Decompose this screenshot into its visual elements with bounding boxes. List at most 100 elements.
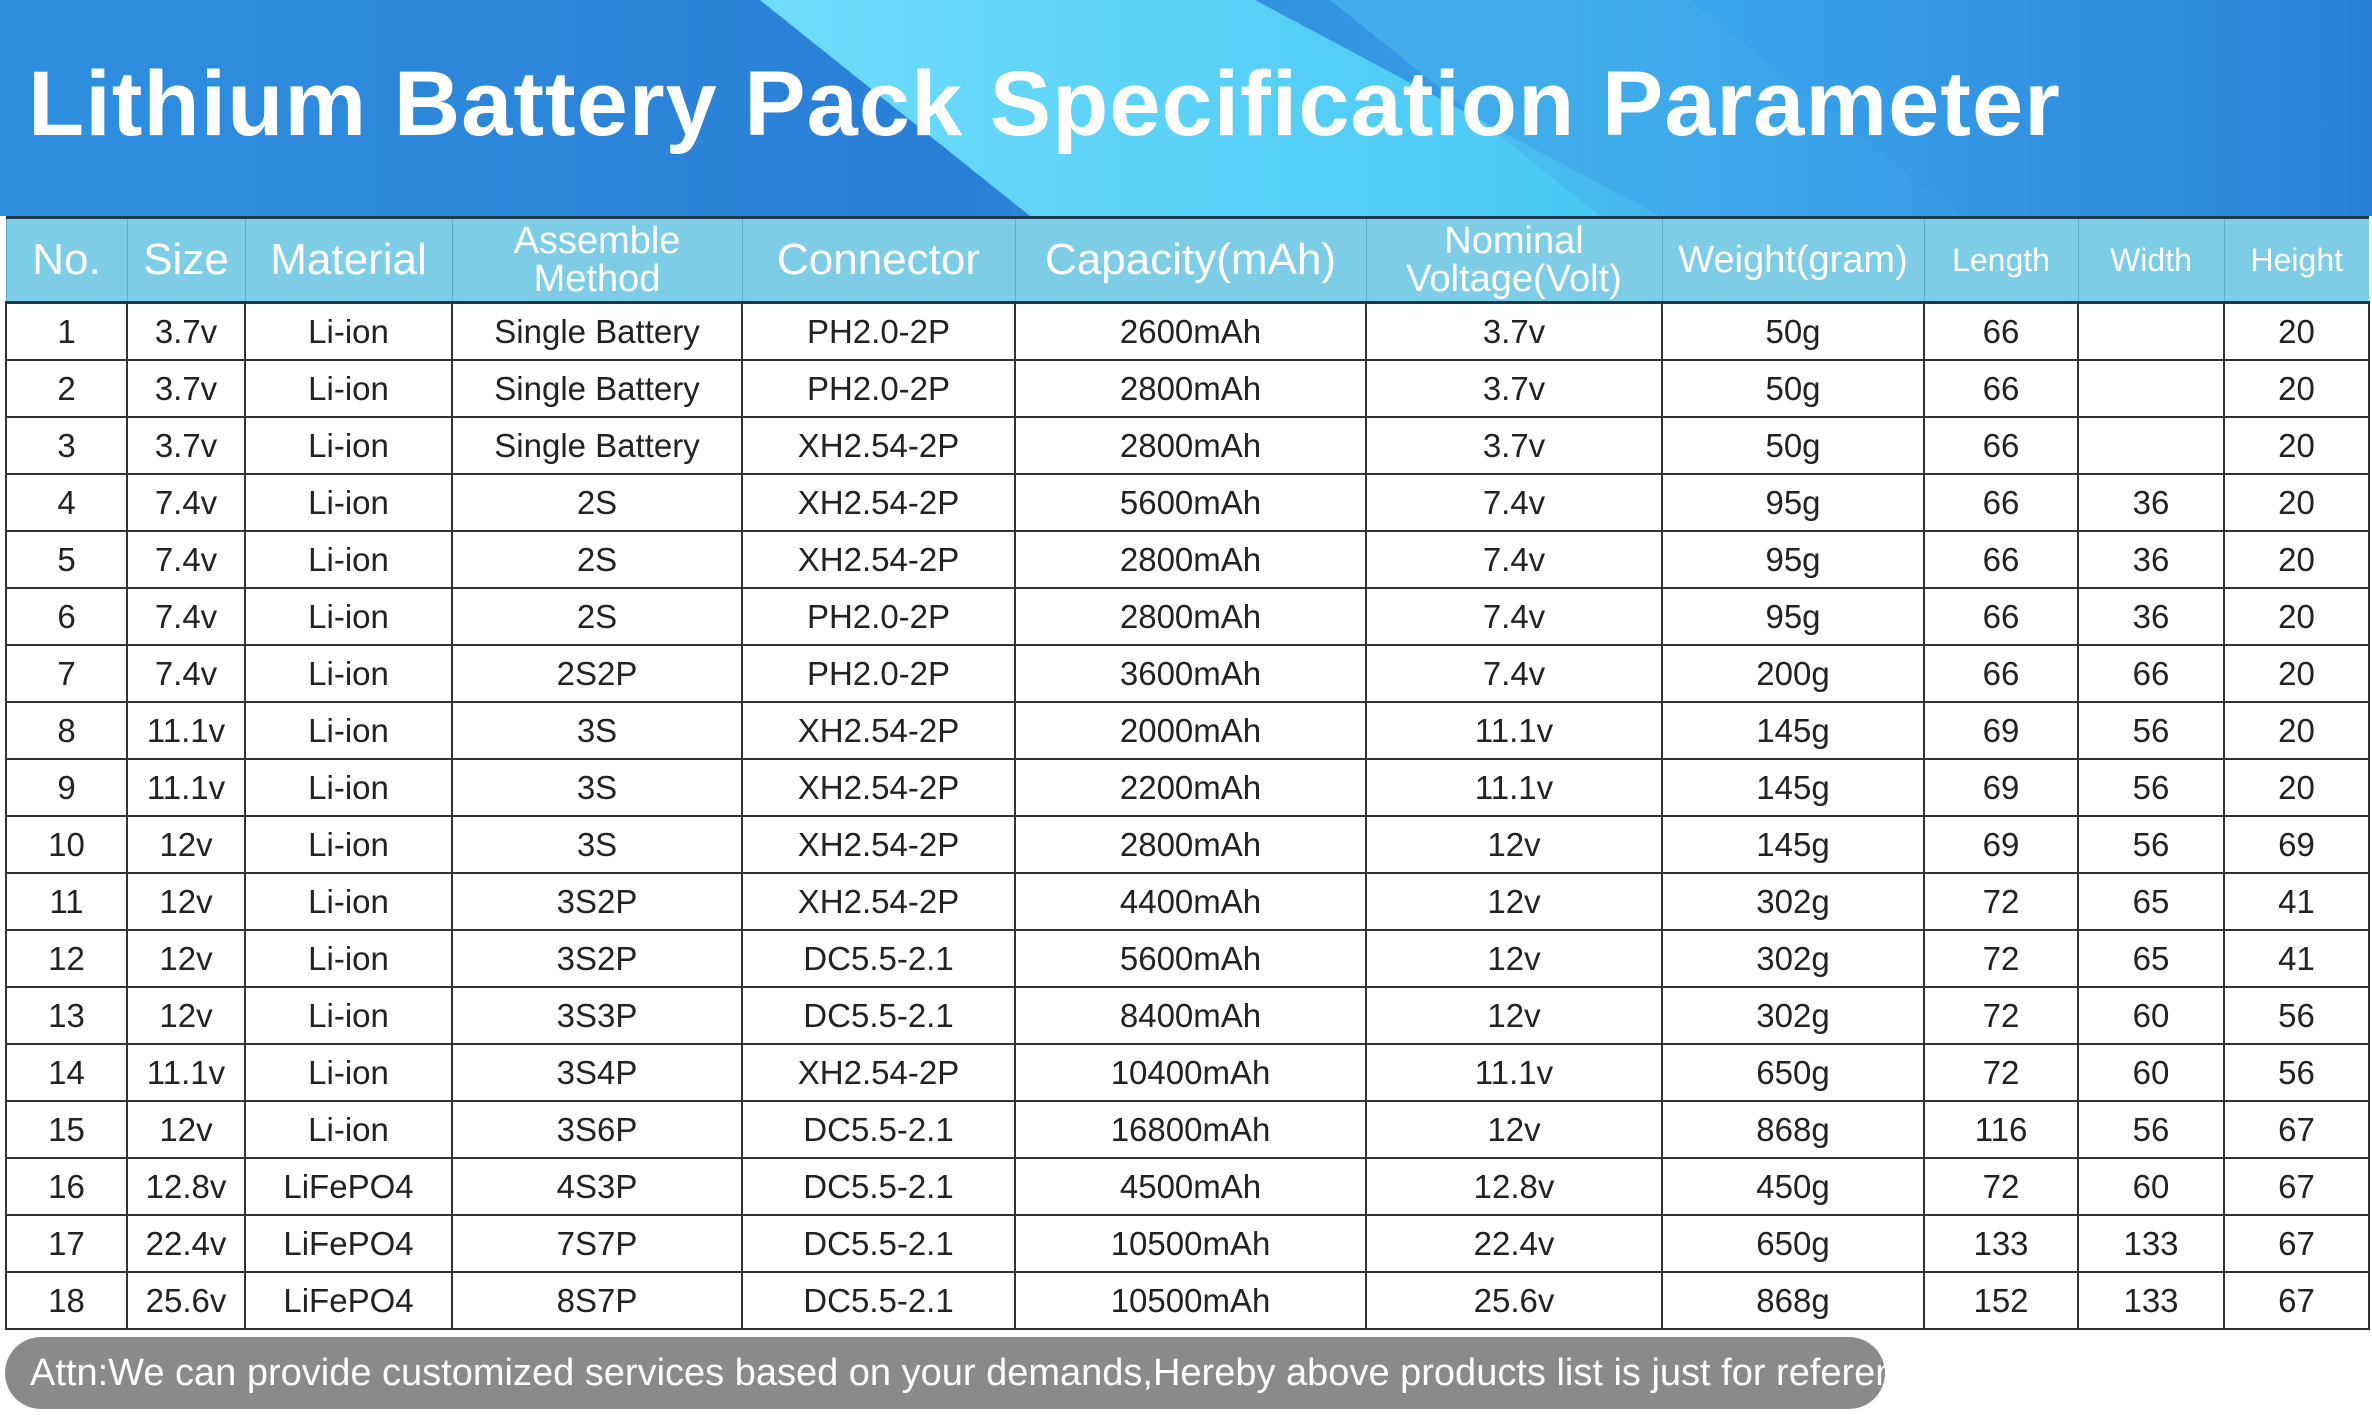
table-row: 3 3.7v Li-ion Single Battery XH2.54-2P 2800mA… <box>5 416 2370 475</box>
table-cell: Li-ion <box>244 473 453 532</box>
table-row: 14 11.1v Li-ion 3S4P XH2.54-2P 10400mAh 11.1v 6… <box>5 1043 2370 1102</box>
table-cell: 66 <box>1923 473 2079 532</box>
table-cell: 12v <box>1365 872 1663 931</box>
table-cell: Li-ion <box>244 872 453 931</box>
table-cell: 69 <box>1923 758 2079 817</box>
table-cell: 133 <box>1923 1214 2079 1273</box>
table-cell: 145g <box>1661 815 1925 874</box>
table-cell: 66 <box>1923 530 2079 589</box>
table-cell: 66 <box>1923 301 2079 361</box>
table-cell: XH2.54-2P <box>741 473 1016 532</box>
table-cell: 95g <box>1661 587 1925 646</box>
table-cell: Li-ion <box>244 1043 453 1102</box>
table-cell: 66 <box>1923 587 2079 646</box>
table-cell: 20 <box>2223 644 2370 703</box>
table-cell: 56 <box>2077 1100 2225 1159</box>
page-title: Lithium Battery Pack Specification Param… <box>28 53 2061 155</box>
table-cell: 302g <box>1661 872 1925 931</box>
table-cell: XH2.54-2P <box>741 416 1016 475</box>
table-cell: 8S7P <box>451 1271 743 1330</box>
table-row: 8 11.1v Li-ion 3S XH2.54-2P 2000mAh 11.1v 145g 6… <box>5 701 2370 760</box>
table-cell: 41 <box>2223 929 2370 988</box>
table-cell: Li-ion <box>244 359 453 418</box>
table-cell: Li-ion <box>244 986 453 1045</box>
table-cell: 145g <box>1661 758 1925 817</box>
table-cell: 868g <box>1661 1271 1925 1330</box>
table-cell: 5600mAh <box>1014 473 1367 532</box>
table-cell: Single Battery <box>451 416 743 475</box>
table-cell: 2800mAh <box>1014 815 1367 874</box>
table-cell: 66 <box>1923 644 2079 703</box>
table-cell: 3.7v <box>1365 301 1663 361</box>
table-cell: 10500mAh <box>1014 1271 1367 1330</box>
table-cell: 12.8v <box>1365 1157 1663 1216</box>
table-cell: Li-ion <box>244 701 453 760</box>
table-cell: 3S <box>451 758 743 817</box>
table-cell <box>2077 359 2225 418</box>
table-cell: 60 <box>2077 986 2225 1045</box>
table-cell: XH2.54-2P <box>741 758 1016 817</box>
table-cell: 12v <box>126 929 246 988</box>
table-cell: 65 <box>2077 929 2225 988</box>
table-cell: 20 <box>2223 587 2370 646</box>
table-cell: 2S <box>451 473 743 532</box>
table-cell: 13 <box>5 986 128 1045</box>
table-cell: 2S <box>451 530 743 589</box>
table-cell: 12v <box>126 872 246 931</box>
table-cell: 6 <box>5 587 128 646</box>
table-cell: Li-ion <box>244 758 453 817</box>
table-cell: 20 <box>2223 359 2370 418</box>
table-cell: 16800mAh <box>1014 1100 1367 1159</box>
table-cell: 200g <box>1661 644 1925 703</box>
table-row: 11 12v Li-ion 3S2P XH2.54-2P 4400mAh 12v 302g 72… <box>5 872 2370 931</box>
title-banner: Lithium Battery Pack Specification Param… <box>0 0 2372 216</box>
table-cell: 7.4v <box>126 473 246 532</box>
table-cell: 22.4v <box>126 1214 246 1273</box>
table-cell: 12 <box>5 929 128 988</box>
table-cell: 3.7v <box>126 301 246 361</box>
table-cell: 16 <box>5 1157 128 1216</box>
table-cell: 20 <box>2223 758 2370 817</box>
table-cell: XH2.54-2P <box>741 530 1016 589</box>
table-cell: 12v <box>1365 986 1663 1045</box>
table-cell: 56 <box>2223 986 2370 1045</box>
table-cell: 20 <box>2223 530 2370 589</box>
table-cell: 5 <box>5 530 128 589</box>
table-cell: 3600mAh <box>1014 644 1367 703</box>
table-row: 1 3.7v Li-ion Single Battery PH2.0-2P 2600mAh… <box>5 301 2370 361</box>
table-cell: 36 <box>2077 473 2225 532</box>
column-header: Connector <box>741 216 1015 304</box>
table-cell: XH2.54-2P <box>741 815 1016 874</box>
table-cell: 3 <box>5 416 128 475</box>
table-cell: DC5.5-2.1 <box>741 1271 1016 1330</box>
table-cell: 3S2P <box>451 872 743 931</box>
table-row: 2 3.7v Li-ion Single Battery PH2.0-2P 2800mAh… <box>5 359 2370 418</box>
table-cell: 10400mAh <box>1014 1043 1367 1102</box>
table-cell: 2800mAh <box>1014 530 1367 589</box>
table-cell: 133 <box>2077 1271 2225 1330</box>
table-cell: 868g <box>1661 1100 1925 1159</box>
table-cell: Li-ion <box>244 587 453 646</box>
table-cell: 7.4v <box>126 587 246 646</box>
table-cell: 41 <box>2223 872 2370 931</box>
table-cell: 7.4v <box>1365 587 1663 646</box>
table-cell: LiFePO4 <box>244 1157 453 1216</box>
table-cell: 7.4v <box>126 530 246 589</box>
table-cell: 65 <box>2077 872 2225 931</box>
table-cell: 50g <box>1661 359 1925 418</box>
table-row: 18 25.6v LiFePO4 8S7P DC5.5-2.1 10500mAh 25.6v… <box>5 1271 2370 1330</box>
table-cell: 14 <box>5 1043 128 1102</box>
table-cell: 5600mAh <box>1014 929 1367 988</box>
table-cell: 36 <box>2077 530 2225 589</box>
table-cell: 67 <box>2223 1100 2370 1159</box>
table-row: 6 7.4v Li-ion 2S PH2.0-2P 2800mAh 7.4v 95g 66 36 2… <box>5 587 2370 646</box>
table-cell: DC5.5-2.1 <box>741 1157 1016 1216</box>
table-row: 5 7.4v Li-ion 2S XH2.54-2P 2800mAh 7.4v 95g 66 36… <box>5 530 2370 589</box>
table-row: 13 12v Li-ion 3S3P DC5.5-2.1 8400mAh 12v 302g 72… <box>5 986 2370 1045</box>
table-row: 4 7.4v Li-ion 2S XH2.54-2P 5600mAh 7.4v 95g 66 36… <box>5 473 2370 532</box>
table-cell: 72 <box>1923 872 2079 931</box>
table-row: 17 22.4v LiFePO4 7S7P DC5.5-2.1 10500mAh 22.4v… <box>5 1214 2370 1273</box>
table-cell: XH2.54-2P <box>741 1043 1016 1102</box>
table-cell <box>2077 301 2225 361</box>
table-cell: 11.1v <box>126 758 246 817</box>
